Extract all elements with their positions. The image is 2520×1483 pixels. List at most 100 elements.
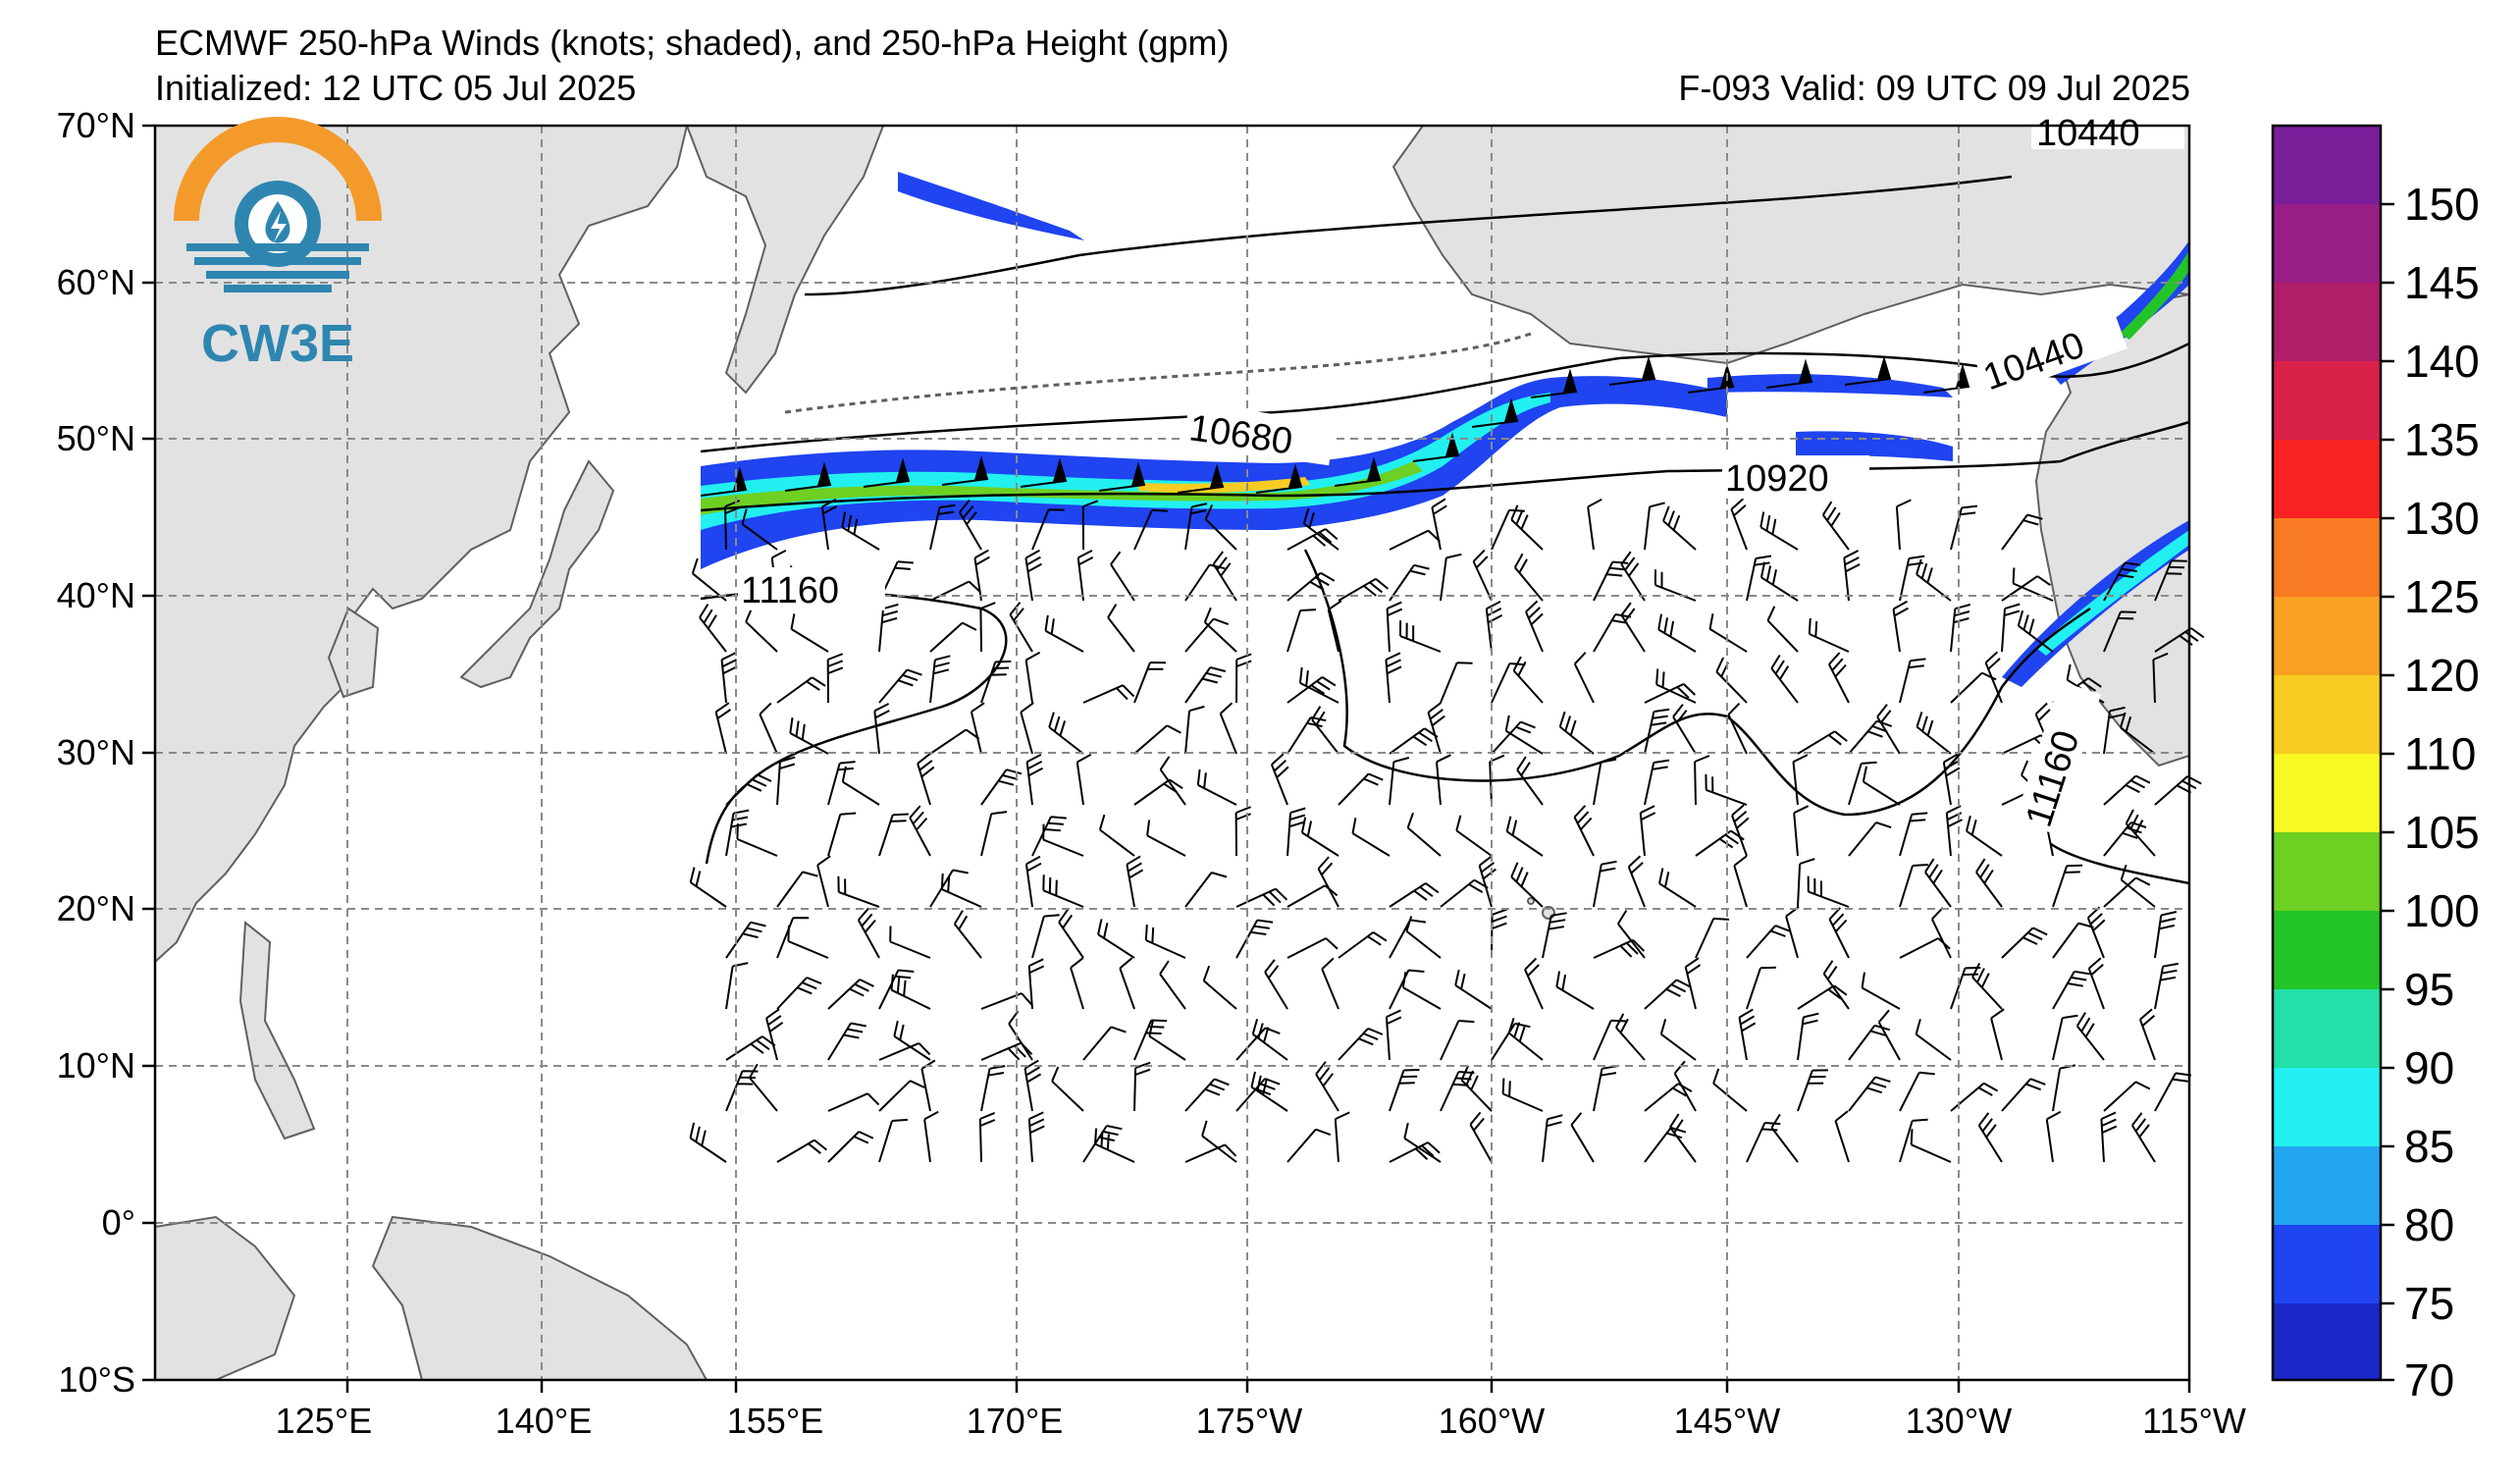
wind-barb: [1338, 1027, 1384, 1061]
wind-barb-pennant: [1844, 355, 1892, 386]
wind-barb: [749, 1063, 778, 1112]
wind-barb: [1644, 502, 1665, 551]
wind-barb: [890, 974, 931, 1010]
wind-barb: [1403, 1122, 1442, 1163]
wind-barb: [1770, 1113, 1799, 1163]
wind-barb: [1389, 727, 1439, 755]
land-asia: [155, 126, 689, 964]
wind-barb: [765, 1008, 784, 1061]
jet-canada-core: [2120, 250, 2189, 340]
wind-barb: [1895, 499, 1912, 551]
wind-barb: [1738, 1008, 1757, 1061]
wind-barb: [1657, 613, 1697, 653]
wind-barb: [1644, 708, 1670, 755]
wind-barb: [787, 926, 829, 959]
contour-label-10440-top: 10440: [2036, 113, 2140, 154]
wind-barb: [1351, 818, 1391, 857]
wind-barb: [841, 766, 880, 806]
cw3e-logo: CW3E: [174, 117, 382, 373]
wind-barb: [1027, 958, 1045, 1010]
wind-barb: [1501, 1078, 1544, 1112]
wind-barb: [1204, 503, 1237, 551]
wind-barb: [1440, 662, 1473, 704]
wind-barb: [1286, 937, 1339, 959]
wind-barb: [1251, 1019, 1288, 1061]
wind-barb: [1286, 1128, 1332, 1163]
wind-barb: [1731, 804, 1750, 857]
wind-barb: [1212, 551, 1237, 602]
wind-barb: [1822, 960, 1850, 1010]
wind-barb: [741, 508, 778, 551]
wind-barb: [1235, 887, 1288, 908]
wind-barb: [1899, 1071, 1935, 1112]
contour-label-11160-west: 11160: [741, 570, 839, 611]
wind-barb: [1184, 617, 1230, 653]
wind-barb: [790, 613, 829, 653]
wind-barb: [1654, 569, 1697, 602]
jet-main-core: [701, 461, 1423, 515]
wind-barb: [2154, 911, 2178, 959]
wind-barb: [1797, 730, 1848, 755]
wind-barb: [1440, 1071, 1475, 1112]
wind-barb: [1915, 1019, 1952, 1061]
wind-barb: [1203, 607, 1237, 653]
wind-barb: [1081, 500, 1099, 551]
wind-barb: [1516, 756, 1544, 806]
wind-barb: [1076, 753, 1092, 806]
colorbar: 70 75 80 85 90 95 100 105 110 120 125 13…: [2271, 124, 2480, 1405]
wind-barb: [725, 809, 750, 857]
wind-barb: [1315, 1061, 1339, 1112]
wind-barb: [820, 498, 838, 551]
wind-barb: [1202, 965, 1237, 1010]
wind-barb: [1593, 938, 1646, 959]
wind-barb: [827, 1022, 866, 1061]
lon-label: 155°E: [727, 1401, 823, 1441]
wind-barb: [1507, 1017, 1544, 1061]
wind-barb: [1119, 957, 1135, 1010]
wind-barb: [1828, 652, 1850, 704]
wind-barb: [725, 1070, 759, 1112]
wind-barb: [1848, 761, 1877, 806]
wind-barb: [1058, 909, 1084, 959]
wind-barb: [1042, 823, 1084, 857]
wind-barb: [1793, 805, 1810, 857]
wind-barb: [1524, 957, 1544, 1010]
wind-barb: [2103, 821, 2147, 857]
wind-barb: [1899, 864, 1929, 908]
wind-barb: [2138, 1008, 2156, 1061]
wind-barb: [1746, 1122, 1781, 1163]
wind-barb: [873, 703, 890, 755]
graticule: [155, 126, 2189, 1380]
wind-barb: [1405, 916, 1442, 959]
wind-barb: [2012, 567, 2054, 602]
wind-barb: [1133, 1019, 1168, 1061]
wind-barb: [1399, 620, 1442, 653]
wind-barb: [1440, 1020, 1475, 1061]
wind-barb: [1733, 855, 1748, 908]
wind-barb: [1389, 563, 1430, 602]
wind-barb: [837, 875, 880, 908]
wind-barb: [1644, 1127, 1687, 1163]
wind-barb-pennant: [1765, 358, 1813, 389]
wind-barb: [699, 604, 727, 653]
wind-barb: [1593, 758, 1617, 806]
wind-barb: [816, 855, 831, 908]
wind-barb: [1184, 563, 1226, 602]
wind-barb: [1593, 860, 1617, 908]
wind-barb: [1977, 1112, 2003, 1163]
wind-barb: [1627, 855, 1646, 908]
wind-barb: [857, 907, 880, 959]
colorbar-tick: 90: [2404, 1042, 2454, 1093]
wind-barb: [1235, 1078, 1281, 1112]
wind-barb-pennant: [1608, 355, 1656, 386]
wind-barb: [1620, 551, 1646, 602]
wind-barb: [1025, 754, 1043, 806]
wind-barb: [1144, 925, 1186, 959]
wind-barb: [1327, 600, 1342, 653]
wind-barb: [909, 805, 931, 857]
wind-barb: [1694, 755, 1710, 806]
land-philippines: [238, 921, 316, 1140]
jet-alaska: [898, 172, 1084, 240]
wind-barb: [878, 1080, 925, 1112]
lat-label: 10°S: [59, 1359, 135, 1400]
